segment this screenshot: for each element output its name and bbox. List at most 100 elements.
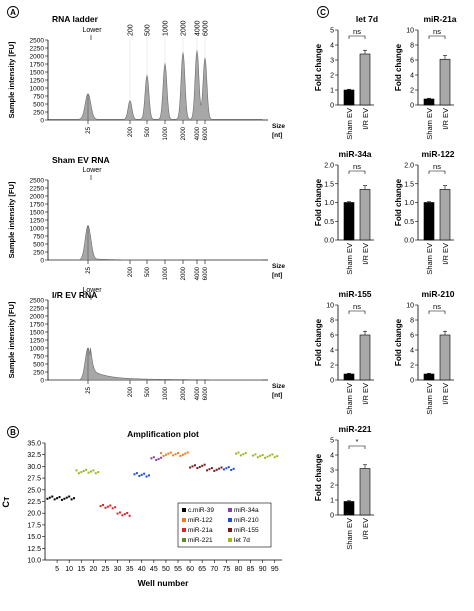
significance-label: ns [433, 27, 441, 36]
y-tick-label: 250 [33, 110, 44, 117]
c-y-tick-label: 8 [410, 318, 414, 325]
data-point [169, 451, 172, 454]
c-y-tick-label: 3 [330, 58, 334, 65]
ep-title: Sham EV RNA [52, 155, 110, 165]
y-tick-label: 1000 [30, 226, 45, 233]
x-axis-unit: [nt] [272, 132, 282, 139]
legend-entry: let 7d [234, 537, 250, 544]
data-point [145, 475, 148, 478]
b-x-tick-label: 75 [222, 566, 230, 573]
x-axis-unit: [nt] [272, 392, 282, 399]
data-point [133, 473, 136, 476]
c-y-tick-label: 1 [330, 88, 334, 95]
y-tick-label: 1250 [30, 338, 45, 345]
data-point [126, 512, 129, 515]
significance-label: * [356, 437, 359, 446]
panel-label-a: A [10, 8, 16, 17]
data-point [189, 466, 192, 469]
data-point [68, 495, 71, 498]
data-point [206, 469, 209, 472]
b-x-tick-label: 65 [198, 566, 206, 573]
c-y-tick-label: 5 [330, 438, 334, 445]
data-point [193, 464, 196, 467]
category-label: I/R EV [441, 383, 450, 405]
data-point [261, 453, 264, 456]
data-point [177, 452, 180, 455]
data-point [48, 496, 51, 499]
data-point [157, 457, 160, 460]
data-point [227, 466, 230, 469]
data-point [106, 505, 109, 508]
data-point [203, 463, 206, 466]
marker-label: 4000 [195, 20, 202, 36]
data-point [196, 467, 199, 470]
x-tick-label: 4000 [195, 386, 201, 400]
data-point [77, 472, 80, 475]
b-x-tick-label: 15 [77, 566, 85, 573]
b-y-tick-label: 30.0 [27, 464, 41, 471]
c-y-tick-label: 2 [330, 363, 334, 370]
legend-box [177, 502, 272, 548]
y-tick-label: 250 [33, 370, 44, 377]
data-point [92, 469, 95, 472]
data-point [80, 471, 83, 474]
data-point [181, 453, 184, 456]
c-y-tick-label: 0 [330, 513, 334, 520]
data-point [237, 451, 240, 454]
y-tick-label: 500 [33, 362, 44, 369]
legend-swatch [182, 518, 186, 522]
bar-chart-title: miR-34a [338, 149, 371, 159]
x-tick-label: 25 [86, 266, 92, 273]
x-axis-label: Size [272, 383, 285, 390]
significance-bracket [428, 170, 446, 174]
significance-label: ns [433, 162, 441, 171]
y-tick-label: 1500 [30, 210, 45, 217]
bar-chart-title: miR-155 [338, 289, 371, 299]
b-x-tick-label: 80 [235, 566, 243, 573]
b-x-tick-label: 70 [210, 566, 218, 573]
legend-entry: miR-34a [234, 507, 259, 514]
data-point [232, 467, 235, 470]
x-tick-label: 1000 [163, 386, 169, 400]
bar-sham [343, 373, 355, 381]
c-y-tick-label: 10 [406, 28, 414, 35]
b-x-tick-label: 20 [89, 566, 97, 573]
x-tick-label: 500 [145, 386, 151, 397]
data-point [225, 467, 228, 470]
y-tick-label: 1750 [30, 62, 45, 69]
data-point [264, 456, 267, 459]
x-tick-label: 6000 [203, 386, 209, 400]
y-tick-label: 750 [33, 354, 44, 361]
significance-bracket [348, 445, 366, 449]
c-y-tick-label: 1 [330, 498, 334, 505]
bar-chart-title: miR-122 [421, 149, 454, 159]
b-x-tick-label: 5 [55, 566, 59, 573]
c-y-tick-label: 5 [330, 28, 334, 35]
legend-swatch [182, 508, 186, 512]
y-tick-label: 2250 [30, 186, 45, 193]
data-point [259, 455, 262, 458]
c-y-tick-label: 6 [330, 333, 334, 340]
x-tick-label: 4000 [195, 266, 201, 280]
y-tick-label: 1250 [30, 78, 45, 85]
y-tick-label: 1500 [30, 330, 45, 337]
x-tick-label: 500 [145, 266, 151, 277]
category-label: Sham EV [425, 243, 434, 275]
bar-chart-let-7d: let 7d 0 1 2 3 4 5 Fold change Sham EV I/R EV ns [314, 14, 378, 140]
data-point [58, 496, 61, 499]
y-tick-label: 0 [40, 118, 44, 125]
data-point [152, 456, 155, 459]
category-label: Sham EV [425, 108, 434, 140]
data-point [179, 454, 182, 457]
bar-chart-miR-155: miR-155 0 2 4 6 8 10 Fold change Sham EV I/R EV ns [314, 289, 374, 415]
bar-sham [343, 89, 355, 106]
data-point [63, 497, 66, 500]
c-y-tick-label: 2 [330, 483, 334, 490]
bar-sham [343, 501, 355, 516]
c-y-tick-label: 10 [406, 303, 414, 310]
marker-label: 200 [128, 24, 135, 36]
data-point [111, 507, 114, 510]
category-label: I/R EV [361, 518, 370, 540]
bar-chart-miR-122: miR-122 0.0 0.5 1.0 1.5 2.0 Fold change Sham EV… [394, 149, 455, 275]
data-point [104, 506, 107, 509]
